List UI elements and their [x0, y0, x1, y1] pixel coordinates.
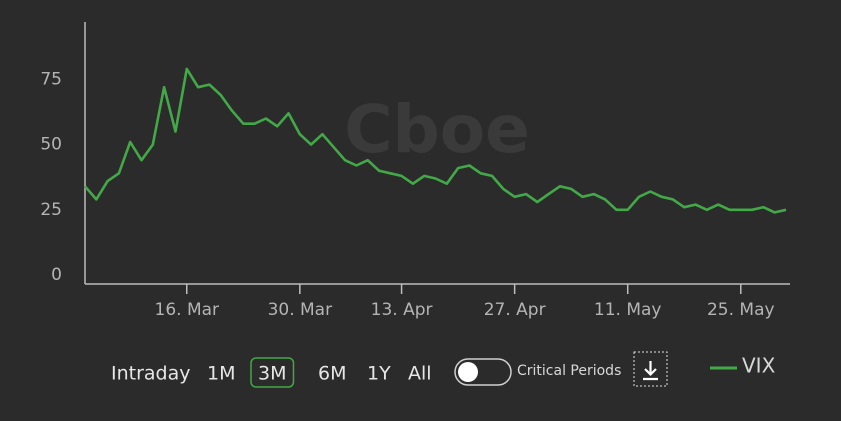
y-tick-label: 25: [40, 200, 62, 220]
legend-label[interactable]: VIX: [742, 354, 776, 378]
range-button[interactable]: All: [408, 363, 432, 385]
x-tick-label: 30. Mar: [268, 300, 333, 320]
range-button[interactable]: 6M: [318, 363, 346, 385]
active-range-box: [250, 357, 295, 388]
x-tick-label: 16. Mar: [155, 300, 220, 320]
x-tick-label: 25. May: [707, 300, 775, 320]
range-button[interactable]: 1M: [207, 363, 235, 385]
range-button[interactable]: 3M: [258, 363, 286, 385]
x-tick-label: 11. May: [594, 300, 662, 320]
range-button[interactable]: 1Y: [367, 363, 391, 385]
y-tick-label: 50: [40, 135, 62, 155]
x-tick-label: 13. Apr: [371, 300, 433, 320]
line-series: [84, 67, 787, 214]
download-button[interactable]: [633, 351, 668, 387]
download-icon: [643, 361, 658, 381]
x-tick-label: 27. Apr: [484, 300, 546, 320]
toggle-label: Critical Periods: [517, 363, 621, 379]
range-button[interactable]: Intraday: [111, 363, 191, 385]
y-tick-label: 75: [40, 69, 62, 89]
y-tick-label: 0: [51, 265, 62, 285]
watermark: Cboe: [344, 91, 530, 168]
toggle-knob: [458, 362, 478, 382]
